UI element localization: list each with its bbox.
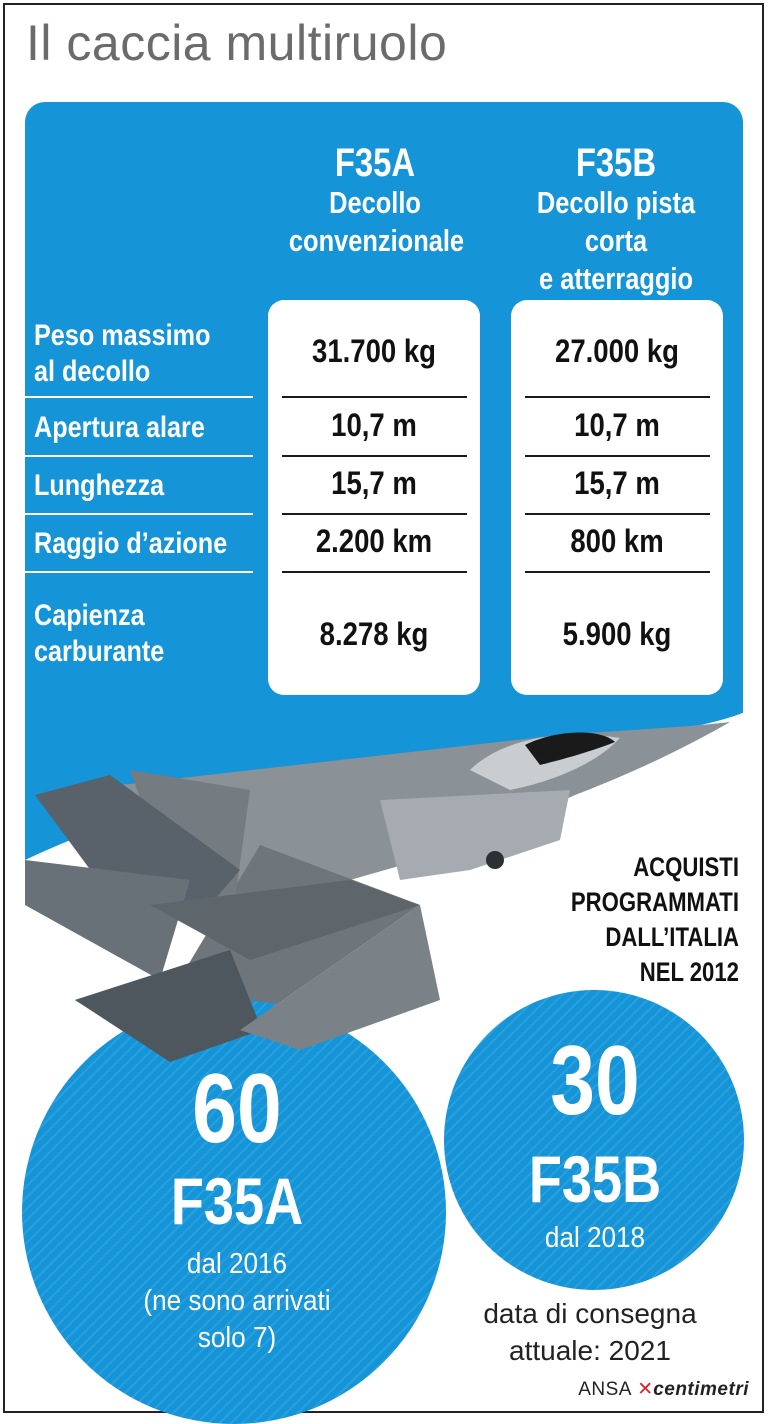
- row-divider: [25, 571, 253, 573]
- column-desc-line: e atterraggio: [539, 261, 693, 296]
- page-title: Il caccia multiruolo: [26, 15, 448, 71]
- row-label-line: Peso massimo: [34, 319, 211, 352]
- f35a-apertura-value: 10,7 m: [331, 407, 417, 443]
- row-divider: [25, 513, 253, 515]
- f35a-capienza-value: 8.278 kg: [319, 616, 429, 652]
- centimetri-logo-mark: ✕: [637, 1379, 654, 1400]
- f35a-lunghezza-value: 15,7 m: [331, 465, 417, 501]
- acquisti-heading: ACQUISTI PROGRAMMATI DALL’ITALIA NEL 201…: [571, 850, 739, 990]
- f35a-values-card: [268, 300, 480, 695]
- delivery-note: data di consegna attuale: 2021: [450, 1295, 730, 1369]
- row-label-line: Apertura alare: [34, 411, 205, 444]
- f35b-lunghezza-value: 15,7 m: [574, 465, 660, 501]
- row-divider: [25, 455, 253, 457]
- cell-divider: [525, 513, 710, 515]
- f35b-raggio-value: 800 km: [570, 523, 664, 559]
- centimetri-logo: centimetri: [653, 1379, 749, 1400]
- row-label-line: Lunghezza: [34, 469, 165, 502]
- delivery-line: data di consegna: [483, 1298, 697, 1329]
- cell-divider: [282, 396, 467, 398]
- cell-divider: [525, 571, 710, 573]
- column-desc-line: Decollo pista corta: [536, 185, 696, 258]
- cell-divider: [282, 571, 467, 573]
- cell-divider: [525, 455, 710, 457]
- f35b-order-model: F35B: [528, 1142, 662, 1216]
- f35b-order-number: 30: [550, 1025, 640, 1135]
- f35a-order-circle: [22, 1000, 446, 1424]
- row-label-line: Capienza: [34, 599, 145, 632]
- row-label-capienza: Capienza carburante: [34, 598, 164, 670]
- column-code: F35A: [334, 141, 416, 185]
- acquisti-line: ACQUISTI: [633, 852, 739, 882]
- column-code: F35B: [575, 141, 657, 185]
- row-divider: [25, 396, 253, 398]
- row-label-line: al decollo: [34, 355, 151, 388]
- f35b-order-line: dal 2018: [544, 1222, 646, 1254]
- acquisti-line: DALL’ITALIA: [605, 922, 739, 952]
- delivery-line: attuale: 2021: [509, 1335, 671, 1366]
- column-desc-line: Decollo: [329, 185, 421, 220]
- f35b-values-card: [511, 300, 723, 695]
- cell-divider: [282, 455, 467, 457]
- infographic-frame: [3, 3, 764, 1413]
- row-label-line: Raggio d’azione: [34, 527, 228, 560]
- row-label-lunghezza: Lunghezza: [34, 468, 164, 504]
- f35b-capienza-value: 5.900 kg: [562, 616, 672, 652]
- row-label-raggio: Raggio d’azione: [34, 526, 227, 562]
- f35b-order-circle: [444, 990, 744, 1290]
- cell-divider: [282, 513, 467, 515]
- f35b-peso-value: 27.000 kg: [555, 333, 679, 369]
- row-label-peso: Peso massimo al decollo: [34, 318, 210, 390]
- column-header-f35a: F35A Decollo convenzionale: [288, 141, 465, 260]
- ansa-logo: ANSA: [578, 1379, 632, 1400]
- f35a-peso-value: 31.700 kg: [312, 333, 436, 369]
- f35b-apertura-value: 10,7 m: [574, 407, 660, 443]
- row-label-line: carburante: [34, 635, 165, 668]
- f35a-order-model: F35A: [170, 1164, 304, 1238]
- source-credit: ANSA ✕centimetri: [578, 1378, 749, 1401]
- f35a-order-line: (ne sono arrivati: [143, 1285, 331, 1317]
- f35a-order-line: dal 2016: [186, 1248, 288, 1280]
- row-label-apertura: Apertura alare: [34, 410, 205, 446]
- f35a-order-line: solo 7): [197, 1322, 277, 1354]
- acquisti-line: NEL 2012: [639, 957, 739, 987]
- cell-divider: [525, 396, 710, 398]
- f35a-order-number: 60: [192, 1053, 282, 1163]
- column-desc-line: convenzionale: [288, 223, 465, 258]
- f35a-raggio-value: 2.200 km: [315, 523, 433, 559]
- acquisti-line: PROGRAMMATI: [570, 887, 739, 917]
